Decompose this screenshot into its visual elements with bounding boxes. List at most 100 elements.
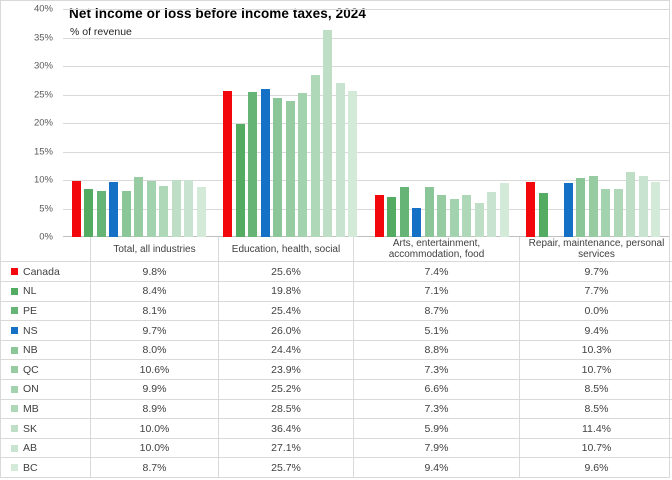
chart-subtitle: % of revenue bbox=[70, 26, 132, 38]
plot-area bbox=[63, 9, 669, 237]
gridline bbox=[63, 66, 669, 67]
value-cell: 10.7% bbox=[581, 442, 612, 455]
value-cell: 11.4% bbox=[582, 422, 611, 435]
bar-groups bbox=[63, 9, 669, 237]
table-body: Canada 9.8% 25.6% 7.4% 9.7% NL 8.4% 19.8% 7.1% 7.… bbox=[1, 261, 672, 477]
value-cell: 8.1% bbox=[91, 301, 219, 321]
value-cell: 0.0% bbox=[584, 304, 609, 317]
gridline bbox=[63, 208, 669, 210]
category-header: Repair, maintenance, personal services bbox=[528, 238, 665, 261]
y-axis: 0% 5% 10% 15% 20% 25% 30% 35% 40% bbox=[1, 4, 57, 243]
legend-label: SK bbox=[23, 422, 38, 435]
bar-canada bbox=[526, 181, 536, 237]
table-row-bc: BC 8.7% 25.7% 9.4% 9.6% bbox=[1, 457, 672, 477]
bar-ns bbox=[260, 88, 270, 237]
legend-cell: SK bbox=[1, 419, 91, 438]
value-cell: 26.0% bbox=[219, 321, 354, 340]
legend-label: NL bbox=[23, 285, 37, 298]
bar-group bbox=[215, 9, 367, 237]
value-cell: 8.7% bbox=[91, 458, 219, 477]
y-tick-label: 5% bbox=[39, 203, 53, 214]
y-tick-label: 30% bbox=[33, 60, 53, 72]
legend-swatch-icon bbox=[11, 327, 18, 335]
bar-bc bbox=[196, 187, 206, 237]
bar-on bbox=[146, 180, 156, 237]
bar-mb bbox=[613, 188, 623, 237]
legend-label: ON bbox=[23, 383, 39, 396]
bar-on bbox=[449, 199, 459, 237]
legend-swatch-icon bbox=[11, 307, 18, 315]
value-cell: 23.9% bbox=[219, 360, 354, 380]
value-cell: 25.6% bbox=[219, 262, 354, 282]
bar-sk bbox=[323, 29, 333, 237]
value-cell: 5.1% bbox=[354, 321, 520, 340]
legend-label: AB bbox=[23, 442, 38, 455]
legend-cell: ON bbox=[1, 380, 91, 399]
value-cell: 8.4% bbox=[91, 282, 219, 301]
table-row-ns: NS 9.7% 26.0% 5.1% 9.4% bbox=[1, 320, 672, 340]
y-tick-label: 25% bbox=[33, 89, 53, 100]
legend-label: BC bbox=[23, 461, 38, 474]
bar-qc bbox=[285, 100, 295, 237]
value-cell: 6.6% bbox=[354, 380, 520, 399]
bar-ab bbox=[184, 180, 194, 237]
value-cell: 7.7% bbox=[584, 285, 609, 298]
legend-swatch-icon bbox=[11, 444, 18, 452]
value-cell: 7.3% bbox=[354, 399, 520, 419]
value-cell: 25.2% bbox=[219, 380, 354, 399]
bar-nb bbox=[576, 178, 586, 237]
value-cell: 8.0% bbox=[91, 340, 219, 360]
bar-sk bbox=[171, 180, 181, 237]
legend-cell: QC bbox=[1, 360, 91, 380]
value-cell: 9.4% bbox=[354, 458, 520, 477]
legend-cell: BC bbox=[1, 458, 91, 477]
bar-nb bbox=[273, 97, 283, 237]
gridline bbox=[63, 94, 669, 96]
legend-cell: AB bbox=[1, 438, 91, 458]
value-cell: 28.5% bbox=[219, 399, 354, 419]
bar-qc bbox=[134, 176, 144, 237]
bar-ab bbox=[638, 176, 648, 237]
bar-pe bbox=[248, 92, 258, 237]
value-cell: 8.8% bbox=[354, 340, 520, 360]
value-cell: 9.9% bbox=[91, 380, 219, 399]
legend-swatch-icon bbox=[11, 287, 18, 295]
value-cell: 25.4% bbox=[219, 301, 354, 321]
y-tick-label: 10% bbox=[33, 174, 53, 186]
gridline bbox=[63, 180, 669, 181]
table-row-qc: QC 10.6% 23.9% 7.3% 10.7% bbox=[1, 359, 672, 380]
legend-swatch-icon bbox=[11, 366, 18, 374]
x-axis-line bbox=[63, 236, 669, 237]
legend-label: Canada bbox=[23, 265, 60, 278]
y-tick-label: 0% bbox=[39, 231, 53, 243]
table-row-on: ON 9.9% 25.2% 6.6% 8.5% bbox=[1, 379, 672, 399]
legend-cell: NB bbox=[1, 340, 91, 360]
bar-nl bbox=[235, 124, 245, 237]
table-row-ab: AB 10.0% 27.1% 7.9% 10.7% bbox=[1, 437, 672, 458]
category-header-row: Total, all industries Education, health, … bbox=[1, 237, 672, 262]
bar-group bbox=[518, 9, 670, 237]
value-cell: 24.4% bbox=[219, 340, 354, 360]
gridline bbox=[63, 9, 669, 10]
value-cell: 10.0% bbox=[91, 438, 219, 458]
bar-nl bbox=[538, 193, 548, 237]
legend-cell: PE bbox=[1, 301, 91, 321]
table-row-sk: SK 10.0% 36.4% 5.9% 11.4% bbox=[1, 418, 672, 438]
value-cell: 8.7% bbox=[354, 301, 520, 321]
value-cell: 10.0% bbox=[91, 419, 219, 438]
bar-ab bbox=[335, 82, 345, 237]
bar-on bbox=[601, 188, 611, 237]
value-cell: 7.1% bbox=[354, 282, 520, 301]
table-row-mb: MB 8.9% 28.5% 7.3% 8.5% bbox=[1, 398, 672, 419]
category-header: Arts, entertainment, accommodation, food bbox=[354, 237, 520, 262]
legend-swatch-icon bbox=[11, 268, 18, 276]
legend-swatch-icon bbox=[11, 385, 18, 393]
value-cell: 8.5% bbox=[584, 402, 609, 415]
bar-ns bbox=[412, 207, 422, 237]
legend-swatch-icon bbox=[11, 464, 18, 472]
bar-qc bbox=[437, 195, 447, 237]
value-cell: 10.3% bbox=[581, 344, 612, 357]
bar-pe bbox=[96, 190, 106, 237]
bar-nl bbox=[387, 196, 397, 237]
legend-label: PE bbox=[23, 304, 38, 317]
